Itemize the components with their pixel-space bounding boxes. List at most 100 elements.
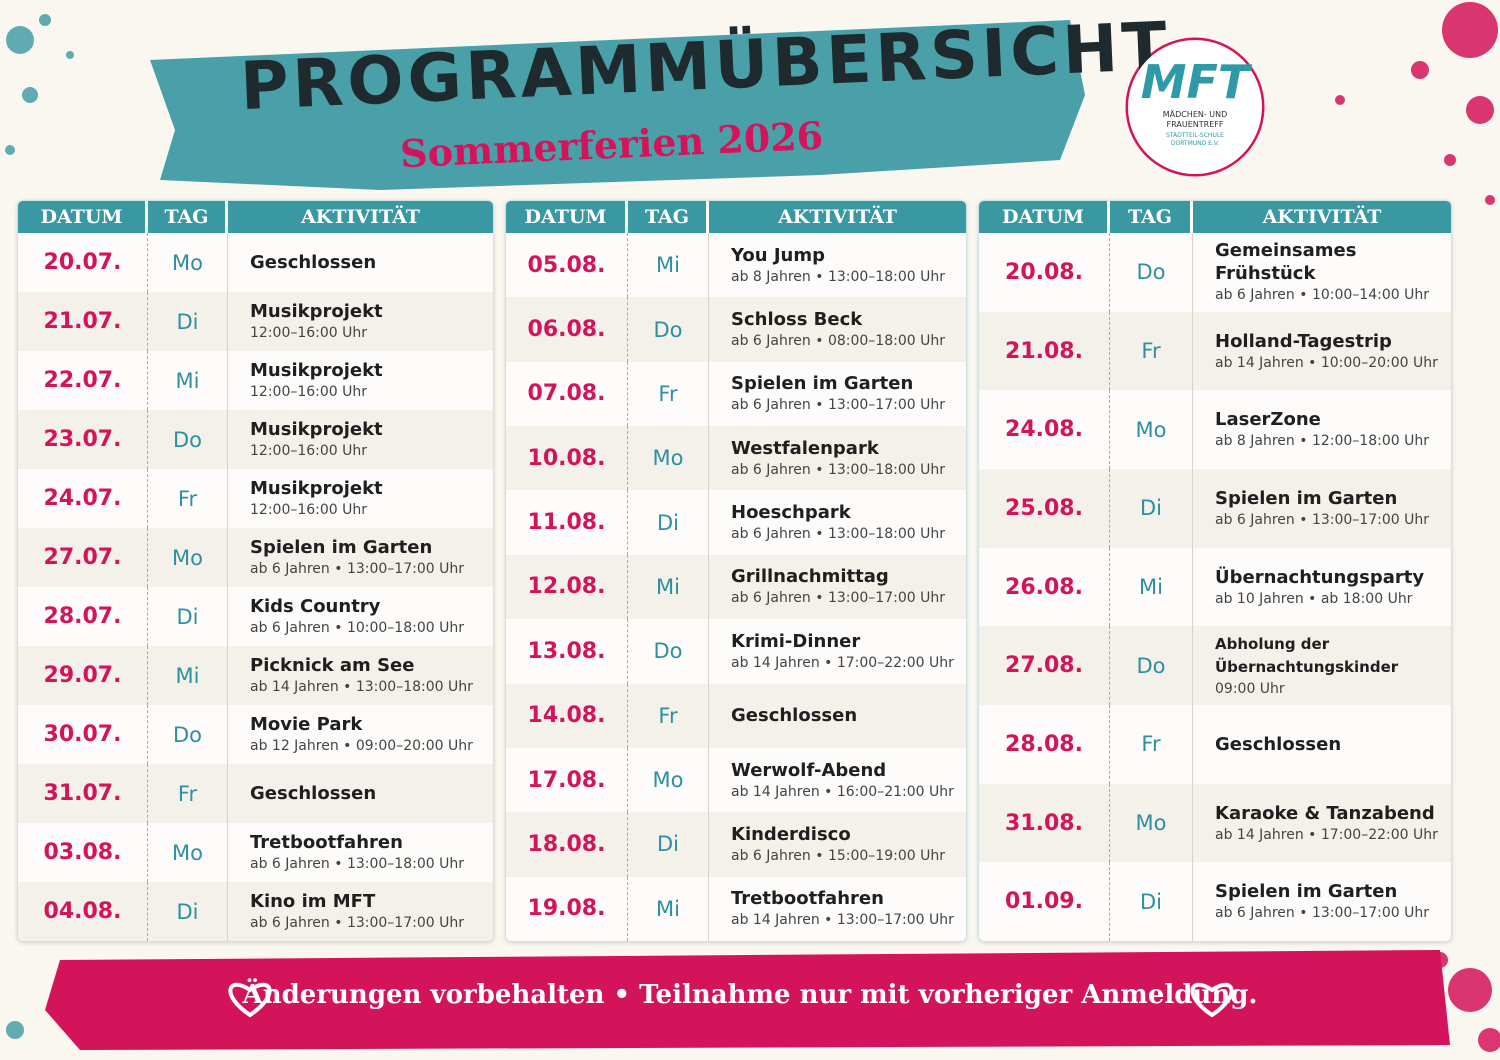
- weekday: Do: [148, 705, 228, 764]
- date: 11.08.: [506, 490, 628, 555]
- activity-info: ab 6 Jahren • 13:00–17:00 Uhr: [731, 397, 945, 414]
- header-row: DATUM TAG AKTIVITÄT: [18, 201, 493, 233]
- schedule-row: 05.08. Mi You Jump ab 8 Jahren • 13:00–18:0…: [506, 233, 966, 298]
- column-header: TAG: [628, 201, 709, 233]
- date: 05.08.: [506, 233, 628, 298]
- schedule-row: 19.08. Mi Tretbootfahren ab 14 Jahren • 13:…: [506, 876, 966, 941]
- activity: Spielen im Garten ab 6 Jahren • 13:00–17:…: [228, 528, 493, 587]
- weekday: Mi: [1110, 547, 1193, 627]
- weekday: Mi: [628, 876, 709, 941]
- activity-title: Spielen im Garten: [1215, 881, 1398, 903]
- activity: Tretbootfahren ab 14 Jahren • 13:00–17:00…: [709, 877, 966, 941]
- weekday: Mo: [148, 823, 228, 882]
- activity-title: Tretbootfahren: [731, 888, 884, 910]
- activity-title: Geschlossen: [731, 705, 858, 727]
- activity-title: Spielen im Garten: [250, 537, 433, 558]
- date: 07.08.: [506, 361, 628, 427]
- activity-info: ab 6 Jahren • 10:00–18:00 Uhr: [250, 620, 464, 636]
- logo: MFT MÄDCHEN- UND FRAUENTREFF STADTTEIL-S…: [1128, 40, 1262, 174]
- activity: Geschlossen: [709, 684, 966, 748]
- date: 03.08.: [18, 823, 148, 882]
- activity-title: Werwolf-Abend: [731, 759, 887, 781]
- activity-info: ab 6 Jahren • 13:00–17:00 Uhr: [250, 561, 464, 577]
- schedule-row: 23.07. Do Musikprojekt 12:00–16:00 Uhr: [18, 410, 493, 469]
- activity-info: ab 14 Jahren • 17:00–22:00 Uhr: [1215, 826, 1438, 843]
- activity: Schloss Beck ab 6 Jahren • 08:00–18:00 Uh…: [709, 297, 966, 361]
- activity-title: Picknick am See: [250, 655, 415, 676]
- schedule-row: 24.08. Mo LaserZone ab 8 Jahren • 12:00–18:…: [979, 390, 1451, 470]
- schedule-row: 12.08. Mi Grillnachmittag ab 6 Jahren • 13:…: [506, 554, 966, 620]
- logo-org: STADTTEIL-SCHULE DORTMUND E.V.: [1166, 132, 1224, 147]
- weekday: Mi: [628, 554, 709, 620]
- activity-title: Holland-Tagestrip: [1215, 330, 1392, 352]
- date: 23.07.: [18, 410, 148, 469]
- date: 12.08.: [506, 554, 628, 620]
- activity-title: Krimi-Dinner: [731, 630, 861, 652]
- activity-info: ab 6 Jahren • 13:00–18:00 Uhr: [731, 526, 945, 543]
- schedule-row: 29.07. Mi Picknick am See ab 14 Jahren • 13…: [18, 646, 493, 705]
- activity-info: ab 14 Jahren • 17:00–22:00 Uhr: [731, 654, 954, 671]
- activity: Musikprojekt 12:00–16:00 Uhr: [228, 410, 493, 469]
- activity-title: Geschlossen: [1215, 733, 1342, 755]
- column-header: TAG: [148, 201, 228, 233]
- activity-info: 12:00–16:00 Uhr: [250, 384, 368, 400]
- activity-title: Musikprojekt: [250, 419, 383, 440]
- weekday: Fr: [148, 764, 228, 823]
- date: 20.07.: [18, 233, 148, 292]
- activity-info: ab 6 Jahren • 10:00–14:00 Uhr: [1215, 287, 1429, 304]
- schedule-row: 17.08. Mo Werwolf-Abend ab 14 Jahren • 16:0…: [506, 747, 966, 813]
- weekday: Di: [148, 587, 228, 646]
- activity-info: ab 6 Jahren • 13:00–18:00 Uhr: [250, 856, 464, 872]
- activity: Hoeschpark ab 6 Jahren • 13:00–18:00 Uhr: [709, 490, 966, 554]
- activity-title: Movie Park: [250, 714, 363, 735]
- date: 04.08.: [18, 882, 148, 941]
- schedule-row: 01.09. Di Spielen im Garten ab 6 Jahren • 1…: [979, 862, 1451, 941]
- activity-title: Tretbootfahren: [250, 832, 403, 853]
- schedule-table: DATUM TAG AKTIVITÄT 05.08. Mi You Jump ab 8 Ja…: [505, 200, 967, 942]
- activity-title: Spielen im Garten: [1215, 487, 1398, 509]
- activity: Kids Country ab 6 Jahren • 10:00–18:00 Uh…: [228, 587, 493, 646]
- date: 27.08.: [979, 626, 1110, 706]
- activity: Movie Park ab 12 Jahren • 09:00–20:00 Uhr: [228, 705, 493, 764]
- activity-info: ab 8 Jahren • 13:00–18:00 Uhr: [731, 268, 945, 285]
- schedule-row: 30.07. Do Movie Park ab 12 Jahren • 09:00–2…: [18, 705, 493, 764]
- activity-info: ab 14 Jahren • 13:00–17:00 Uhr: [731, 912, 954, 929]
- activity-title: Abholung der Übernachtungskinder: [1215, 634, 1399, 676]
- activity: Geschlossen: [228, 233, 493, 292]
- date: 31.07.: [18, 764, 148, 823]
- activity-info: ab 14 Jahren • 13:00–18:00 Uhr: [250, 679, 473, 695]
- activity-title: Spielen im Garten: [731, 373, 914, 395]
- activity-info: 12:00–16:00 Uhr: [250, 502, 368, 518]
- weekday: Mi: [628, 233, 709, 298]
- activity-title: Musikprojekt: [250, 478, 383, 499]
- activity-info: ab 6 Jahren • 15:00–19:00 Uhr: [731, 847, 945, 864]
- weekday: Do: [1110, 233, 1193, 312]
- column-header: TAG: [1110, 201, 1193, 233]
- date: 31.08.: [979, 783, 1110, 863]
- date: 01.09.: [979, 862, 1110, 941]
- activity-info: ab 10 Jahren • ab 18:00 Uhr: [1215, 590, 1413, 607]
- activity: Kinderdisco ab 6 Jahren • 15:00–19:00 Uhr: [709, 812, 966, 876]
- column-header: AKTIVITÄT: [1193, 201, 1451, 233]
- activity: Spielen im Garten ab 6 Jahren • 13:00–17:…: [1193, 469, 1451, 548]
- activity: Werwolf-Abend ab 14 Jahren • 16:00–21:00 …: [709, 748, 966, 812]
- date: 26.08.: [979, 547, 1110, 627]
- schedule-row: 04.08. Di Kino im MFT ab 6 Jahren • 13:00–1…: [18, 882, 493, 941]
- date: 28.07.: [18, 587, 148, 646]
- activity: Holland-Tagestrip ab 14 Jahren • 10:00–20…: [1193, 312, 1451, 391]
- activity-title: Musikprojekt: [250, 301, 383, 322]
- activity: Picknick am See ab 14 Jahren • 13:00–18:0…: [228, 646, 493, 705]
- activity: Musikprojekt 12:00–16:00 Uhr: [228, 469, 493, 528]
- schedule-row: 28.08. Fr Geschlossen: [979, 705, 1451, 784]
- schedule-row: 06.08. Do Schloss Beck ab 6 Jahren • 08:00–…: [506, 297, 966, 362]
- logo-name: MÄDCHEN- UND FRAUENTREFF: [1162, 110, 1228, 129]
- activity-title: Schloss Beck: [731, 309, 863, 331]
- activity-info: ab 14 Jahren • 10:00–20:00 Uhr: [1215, 354, 1438, 371]
- activity: Musikprojekt 12:00–16:00 Uhr: [228, 292, 493, 351]
- schedule-row: 25.08. Di Spielen im Garten ab 6 Jahren • 1…: [979, 469, 1451, 548]
- weekday: Di: [1110, 469, 1193, 548]
- schedule-row: 31.07. Fr Geschlossen: [18, 764, 493, 823]
- weekday: Fr: [148, 469, 228, 528]
- activity-title: You Jump: [731, 244, 825, 266]
- column-header: AKTIVITÄT: [709, 201, 966, 233]
